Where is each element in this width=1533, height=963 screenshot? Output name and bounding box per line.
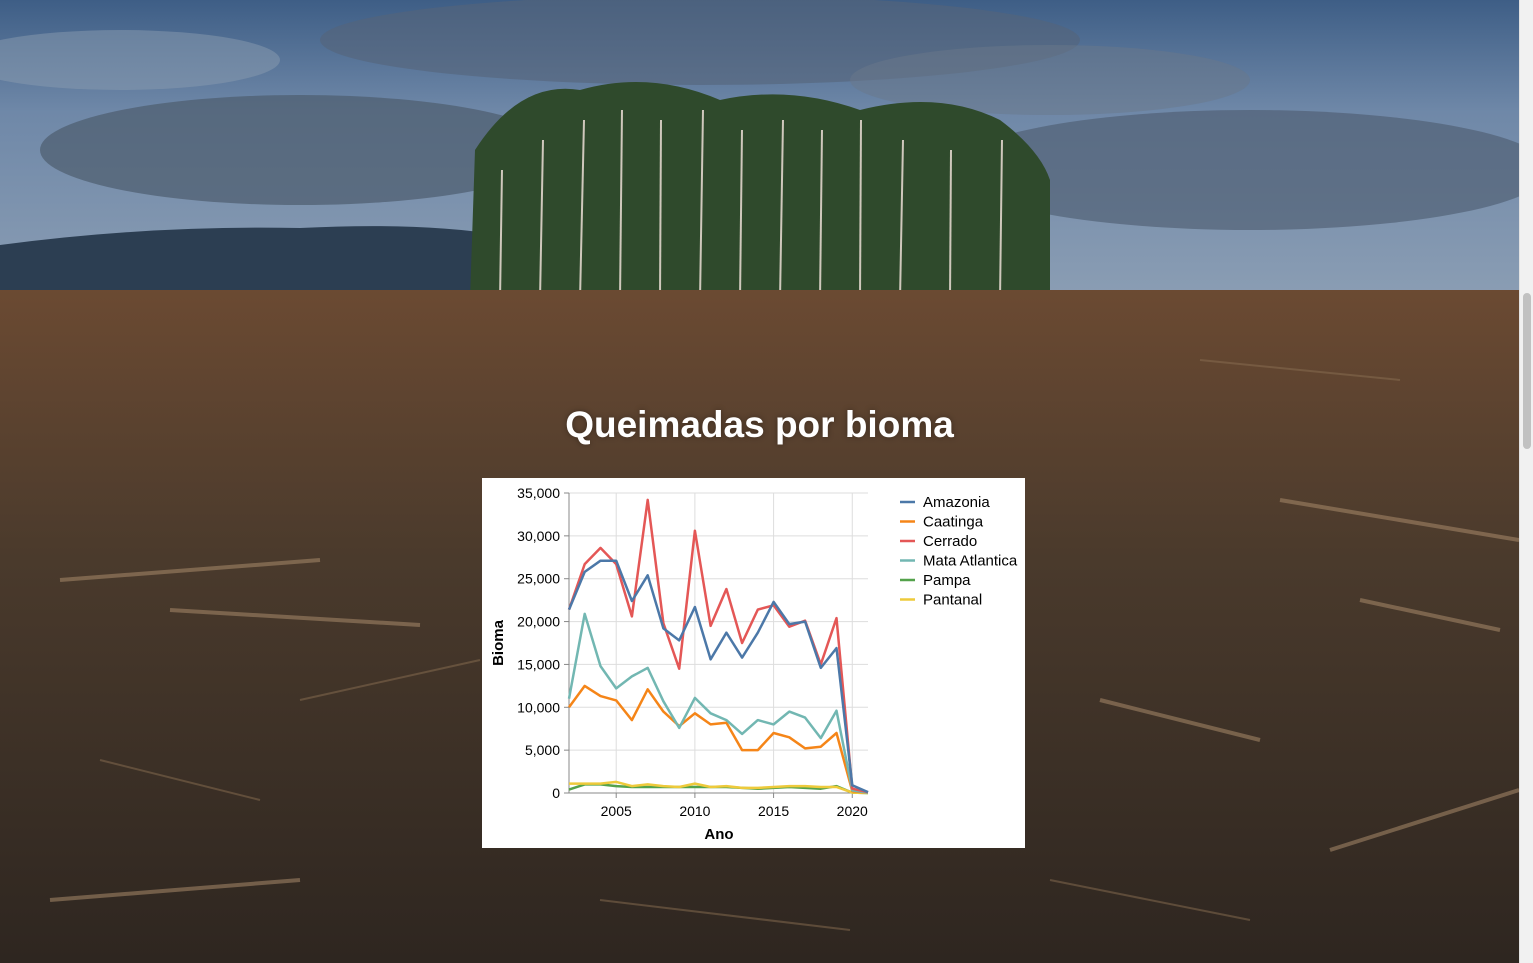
y-tick-label: 15,000 xyxy=(517,656,560,672)
y-tick-label: 30,000 xyxy=(517,528,560,544)
chart-card: 0 5,000 10,000 15,000 20,000 25,000 30,000 35,0… xyxy=(482,478,1025,848)
legend-label: Caatinga xyxy=(923,514,984,531)
y-tick-label: 5,000 xyxy=(525,742,560,758)
legend: Amazonia Caatinga Cerrado Mata Atlantica Pam… xyxy=(900,494,1018,609)
legend-label: Pampa xyxy=(923,572,971,589)
series-line-pantanal xyxy=(569,780,869,795)
y-axis-title: Bioma xyxy=(490,619,507,666)
legend-label: Pantanal xyxy=(923,592,982,609)
x-tick-label: 2010 xyxy=(679,803,710,819)
legend-label: Mata Atlantica xyxy=(923,553,1018,570)
scrollbar-thumb[interactable] xyxy=(1523,293,1531,449)
page-title: Queimadas por bioma xyxy=(565,404,954,445)
series-line-mata-atlantica xyxy=(567,612,869,794)
line-chart: 0 5,000 10,000 15,000 20,000 25,000 30,000 35,0… xyxy=(490,485,1018,843)
grid-lines xyxy=(569,492,868,794)
y-tick-label: 0 xyxy=(552,785,560,801)
legend-label: Amazonia xyxy=(923,494,990,511)
axes: 0 5,000 10,000 15,000 20,000 25,000 30,000 35,0… xyxy=(517,485,868,819)
y-tick-label: 10,000 xyxy=(517,699,560,715)
series-line-amazonia xyxy=(567,559,869,794)
series-line-caatinga xyxy=(567,684,869,794)
y-tick-label: 20,000 xyxy=(517,614,560,630)
x-tick-label: 2020 xyxy=(837,803,868,819)
y-tick-label: 25,000 xyxy=(517,571,560,587)
x-tick-label: 2015 xyxy=(758,803,789,819)
x-axis-title: Ano xyxy=(704,826,733,843)
legend-label: Cerrado xyxy=(923,533,977,550)
y-tick-label: 35,000 xyxy=(517,485,560,501)
x-tick-label: 2005 xyxy=(601,803,632,819)
series-lines xyxy=(567,498,869,795)
vertical-scrollbar[interactable] xyxy=(1519,0,1533,963)
